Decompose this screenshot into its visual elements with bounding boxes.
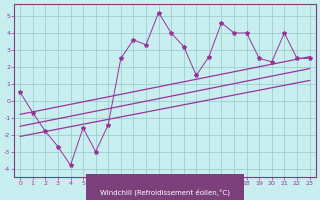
X-axis label: Windchill (Refroidissement éolien,°C): Windchill (Refroidissement éolien,°C) bbox=[100, 188, 230, 196]
